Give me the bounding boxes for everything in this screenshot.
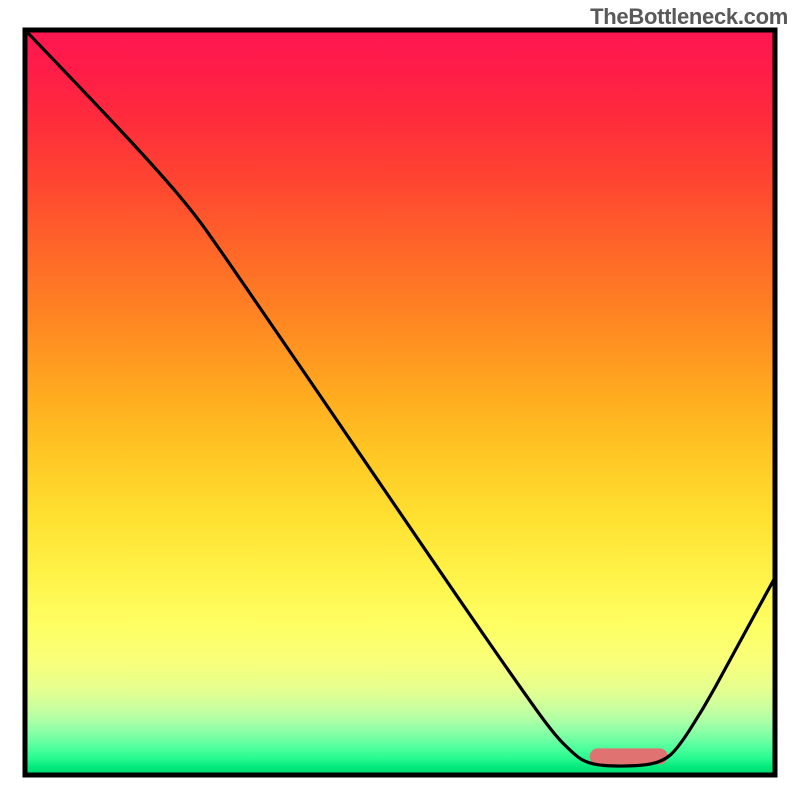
watermark-text: TheBottleneck.com xyxy=(590,4,788,30)
chart-container: { "watermark": { "text": "TheBottleneck.… xyxy=(0,0,800,800)
bottleneck-chart xyxy=(0,0,800,800)
heatmap-gradient xyxy=(25,30,775,775)
